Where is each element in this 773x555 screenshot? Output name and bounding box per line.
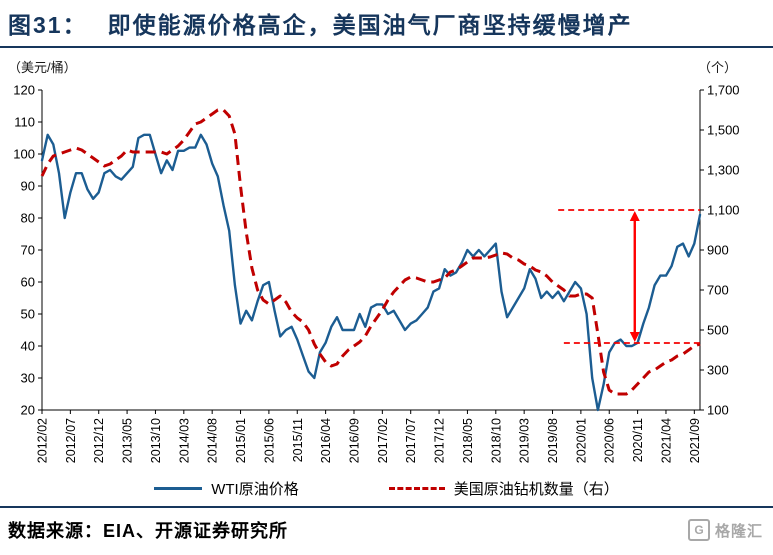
right-axis-unit-label: （个） [697,60,737,75]
rig-count-line [40,108,701,396]
x-axis-tick-label: 2015/11 [291,418,305,462]
left-axis-tick-label: 120 [13,83,35,98]
axis-units-row: （美元/桶） （个） [0,48,773,76]
x-axis-tick-label: 2017/07 [404,418,418,463]
x-axis-tick-label: 2019/03 [518,418,532,463]
figure-number: 图31： [8,12,88,38]
left-axis-tick-label: 80 [21,211,35,226]
x-axis-tick-label: 2017/02 [376,418,390,463]
data-source: 数据来源：EIA、开源证券研究所 [8,521,289,541]
x-axis-tick-label: 2020/06 [603,418,617,463]
x-axis-tick-label: 2016/04 [319,418,333,463]
left-axis-tick-label: 110 [14,115,35,130]
x-axis-tick-label: 2018/10 [489,418,503,463]
legend-item-rigs: 美国原油钻机数量（右） [388,478,619,499]
left-axis-tick-label: 70 [21,243,35,258]
right-axis-tick-label: 900 [707,243,729,258]
trend-arrow-head-up [629,211,640,221]
x-axis-tick-label: 2018/05 [461,418,475,463]
x-axis-tick-label: 2021/09 [688,418,702,463]
title-divider [0,46,773,48]
wti-price-line [40,133,702,412]
right-axis-tick-label: 1,500 [707,123,740,138]
left-axis-tick-label: 20 [21,403,35,418]
x-axis-tick-label: 2012/07 [64,418,78,463]
x-axis-tick-label: 2015/06 [262,418,276,463]
x-axis-tick-label: 2012/12 [92,418,106,463]
left-axis-tick-label: 60 [21,275,35,290]
legend-label-wti: WTI原油价格 [211,480,299,498]
gelonghui-logo-text: 格隆汇 [714,522,763,540]
figure-title: 图31： 即使能源价格高企，美国油气厂商坚持缓慢增产 [0,0,773,40]
left-axis-tick-label: 90 [21,179,35,194]
figure-title-text: 即使能源价格高企，美国油气厂商坚持缓慢增产 [107,12,633,38]
left-axis-unit-label: （美元/桶） [8,60,77,75]
x-axis-tick-label: 2017/12 [433,418,447,463]
left-axis-tick-label: 50 [21,307,35,322]
gelonghui-logo-icon: G [687,519,710,541]
left-axis-tick-label: 100 [13,147,35,162]
x-axis-tick-label: 2013/10 [149,418,163,463]
right-axis-tick-label: 300 [707,363,729,378]
chart-canvas: 20 30 40 50 60 70 80 90 100 110 120 100 300 500 700 900… [13,83,740,464]
x-axis-tick-label: 2015/01 [234,418,248,463]
x-axis-tick-label: 2014/03 [177,418,191,463]
right-axis-tick-label: 700 [707,283,729,298]
right-axis-tick-label: 100 [707,403,729,418]
x-axis-tick-label: 2013/05 [121,418,135,463]
rig-count-line-swatch [388,486,445,490]
trend-arrow-head-down [629,332,640,342]
x-axis-tick-label: 2014/08 [206,418,220,463]
legend-label-rigs: 美国原油钻机数量（右） [453,480,619,498]
x-axis-tick-label: 2012/02 [36,418,50,463]
x-axis-tick-label: 2020/01 [574,418,588,463]
source-row: 数据来源：EIA、开源证券研究所 G 格隆汇 [0,508,773,543]
gelonghui-watermark: G 格隆汇 [687,519,763,541]
x-axis-tick-label: 2020/11 [631,418,645,462]
right-axis-tick-label: 1,700 [707,83,740,98]
right-axis-tick-label: 1,100 [707,203,740,218]
chart-legend: WTI原油价格 美国原油钻机数量（右） [0,476,773,500]
left-axis-tick-label: 40 [21,339,35,354]
right-axis-tick-label: 500 [707,323,729,338]
wti-line-swatch [154,486,203,490]
source-divider [0,506,773,508]
x-axis-tick-label: 2019/08 [546,418,560,463]
x-axis-tick-label: 2021/04 [659,418,673,463]
legend-item-wti: WTI原油价格 [154,478,299,499]
right-axis-tick-label: 1,300 [707,163,740,178]
left-axis-tick-label: 30 [21,371,35,386]
x-axis-tick-label: 2016/09 [347,418,361,463]
